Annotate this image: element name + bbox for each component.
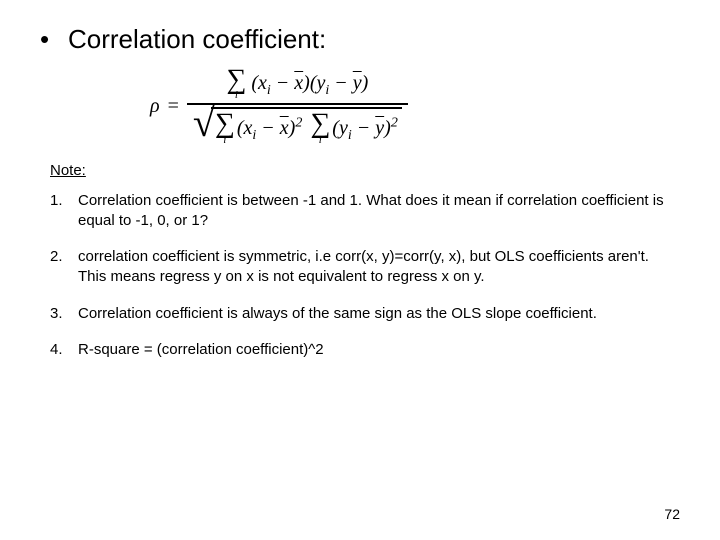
den-radicand: ∑ i (xi − x)2 ∑ i — [211, 107, 402, 145]
d2-close: ) — [384, 117, 391, 139]
den-expr2: (yi − y)2 — [332, 117, 398, 140]
d2-open: ( — [332, 117, 339, 139]
num-sum-sub: i — [235, 90, 238, 101]
formula-fraction: ∑ i (xi − x)(yi − y) √ ∑ i — [187, 65, 408, 147]
num-mid: )( — [303, 72, 316, 94]
formula-lhs: ρ — [150, 95, 160, 118]
rho-equation: ρ = ∑ i (xi − x)(yi − y) √ — [150, 65, 408, 147]
note-item: Correlation coefficient is between -1 an… — [50, 191, 670, 232]
notes-list: Correlation coefficient is between -1 an… — [50, 191, 670, 361]
d2-yi: y — [339, 117, 348, 139]
slide: • Correlation coefficient: ρ = ∑ i (xi −… — [0, 0, 720, 540]
slide-title-row: • Correlation coefficient: — [40, 24, 680, 55]
title-text: Correlation coefficient: — [68, 24, 680, 55]
den-sqrt: √ ∑ i (xi − x)2 ∑ — [193, 107, 402, 145]
note-item: R-square = (correlation coefficient)^2 — [50, 340, 670, 360]
num-xbar: x — [294, 72, 303, 94]
num-open: ( — [251, 72, 258, 94]
sigma-icon: ∑ — [310, 111, 330, 136]
formula: ρ = ∑ i (xi − x)(yi − y) √ — [150, 65, 680, 147]
d1-minus: − — [256, 117, 280, 139]
formula-numerator: ∑ i (xi − x)(yi − y) — [220, 65, 374, 103]
den-expr1: (xi − x)2 — [237, 117, 303, 140]
page-number: 72 — [664, 506, 680, 522]
num-xi: x — [258, 72, 267, 94]
note-item: Correlation coefficient is always of the… — [50, 304, 670, 324]
den-sum2-sub: i — [319, 135, 322, 146]
den-sum1: ∑ i — [215, 111, 235, 145]
d2-ybar: y — [375, 117, 384, 139]
note-heading: Note: — [50, 162, 680, 179]
num-expr: (xi − x)(yi − y) — [251, 72, 368, 94]
note-item: correlation coefficient is symmetric, i.… — [50, 247, 670, 288]
d2-sq: 2 — [391, 115, 398, 130]
num-ybar: y — [353, 72, 362, 94]
num-close: ) — [362, 72, 369, 94]
sigma-icon: ∑ — [215, 111, 235, 136]
d1-sq: 2 — [295, 115, 302, 130]
d1-xbar: x — [280, 117, 289, 139]
den-sum2: ∑ i — [310, 111, 330, 145]
num-minus1: − — [271, 72, 295, 94]
formula-eq-sign: = — [168, 95, 179, 118]
num-minus2: − — [329, 72, 353, 94]
d2-minus: − — [352, 117, 376, 139]
title-bullet: • — [40, 24, 68, 55]
num-sum: ∑ i — [226, 67, 246, 101]
formula-denominator: √ ∑ i (xi − x)2 ∑ — [187, 105, 408, 147]
den-sum1-sub: i — [223, 135, 226, 146]
